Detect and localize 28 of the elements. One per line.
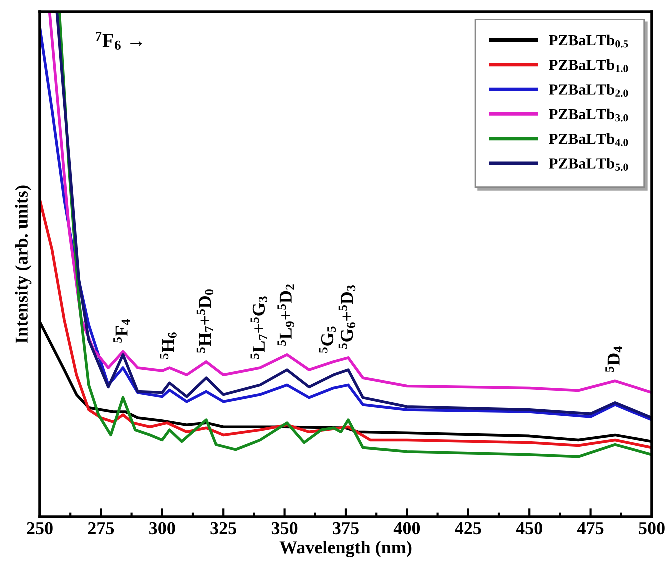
legend-label: PZBaLTb$_{1.0}$	[549, 60, 628, 72]
x-tick-label: 475	[578, 522, 604, 535]
annotation: $^{5}$F$_{4}$	[114, 319, 130, 343]
x-tick-label: 425	[455, 522, 482, 535]
annotation: $^{5}$L$_{9}$+$^{5}$D$_{2}$	[278, 284, 294, 346]
x-tick-label: 400	[394, 522, 420, 535]
y-axis-title: Intensity (arb. units)	[15, 186, 32, 344]
annotation: $^{5}$L$_{7}$+$^{5}$G$_{3}$	[250, 296, 268, 360]
legend-label: PZBaLTb$_{3.0}$	[549, 108, 628, 122]
annotation: $^{5}$G$_{6}$+$^{5}$D$_{3}$	[338, 286, 356, 349]
x-tick-label: 250	[27, 522, 53, 535]
annotation: $^{5}$D$_{4}$	[606, 346, 622, 372]
x-tick-label: 325	[210, 522, 236, 535]
annotation: $^{5}$G$_{5}$	[319, 326, 336, 353]
x-tick-label: 350	[272, 522, 298, 535]
x-axis-title: Wavelength (nm)	[280, 541, 412, 558]
legend-label: PZBaLTb$_{4.0}$	[549, 133, 628, 146]
x-tick-label: 450	[516, 522, 542, 535]
x-tick-label: 500	[639, 522, 665, 535]
legend-label: PZBaLTb$_{0.5}$	[549, 34, 628, 48]
annotation: $^{7}$F$_{6}$ →	[96, 32, 142, 50]
x-tick-label: 275	[88, 522, 114, 535]
legend-label: PZBaLTb$_{5.0}$	[549, 158, 628, 171]
annotation: $^{5}$H$_{6}$	[160, 332, 177, 360]
legend-label: PZBaLTb$_{2.0}$	[549, 84, 628, 98]
x-tick-label: 300	[150, 522, 176, 535]
annotation: $^{5}$H$_{7}$+$^{5}$D$_{0}$	[196, 290, 214, 353]
x-tick-label: 375	[333, 522, 359, 535]
